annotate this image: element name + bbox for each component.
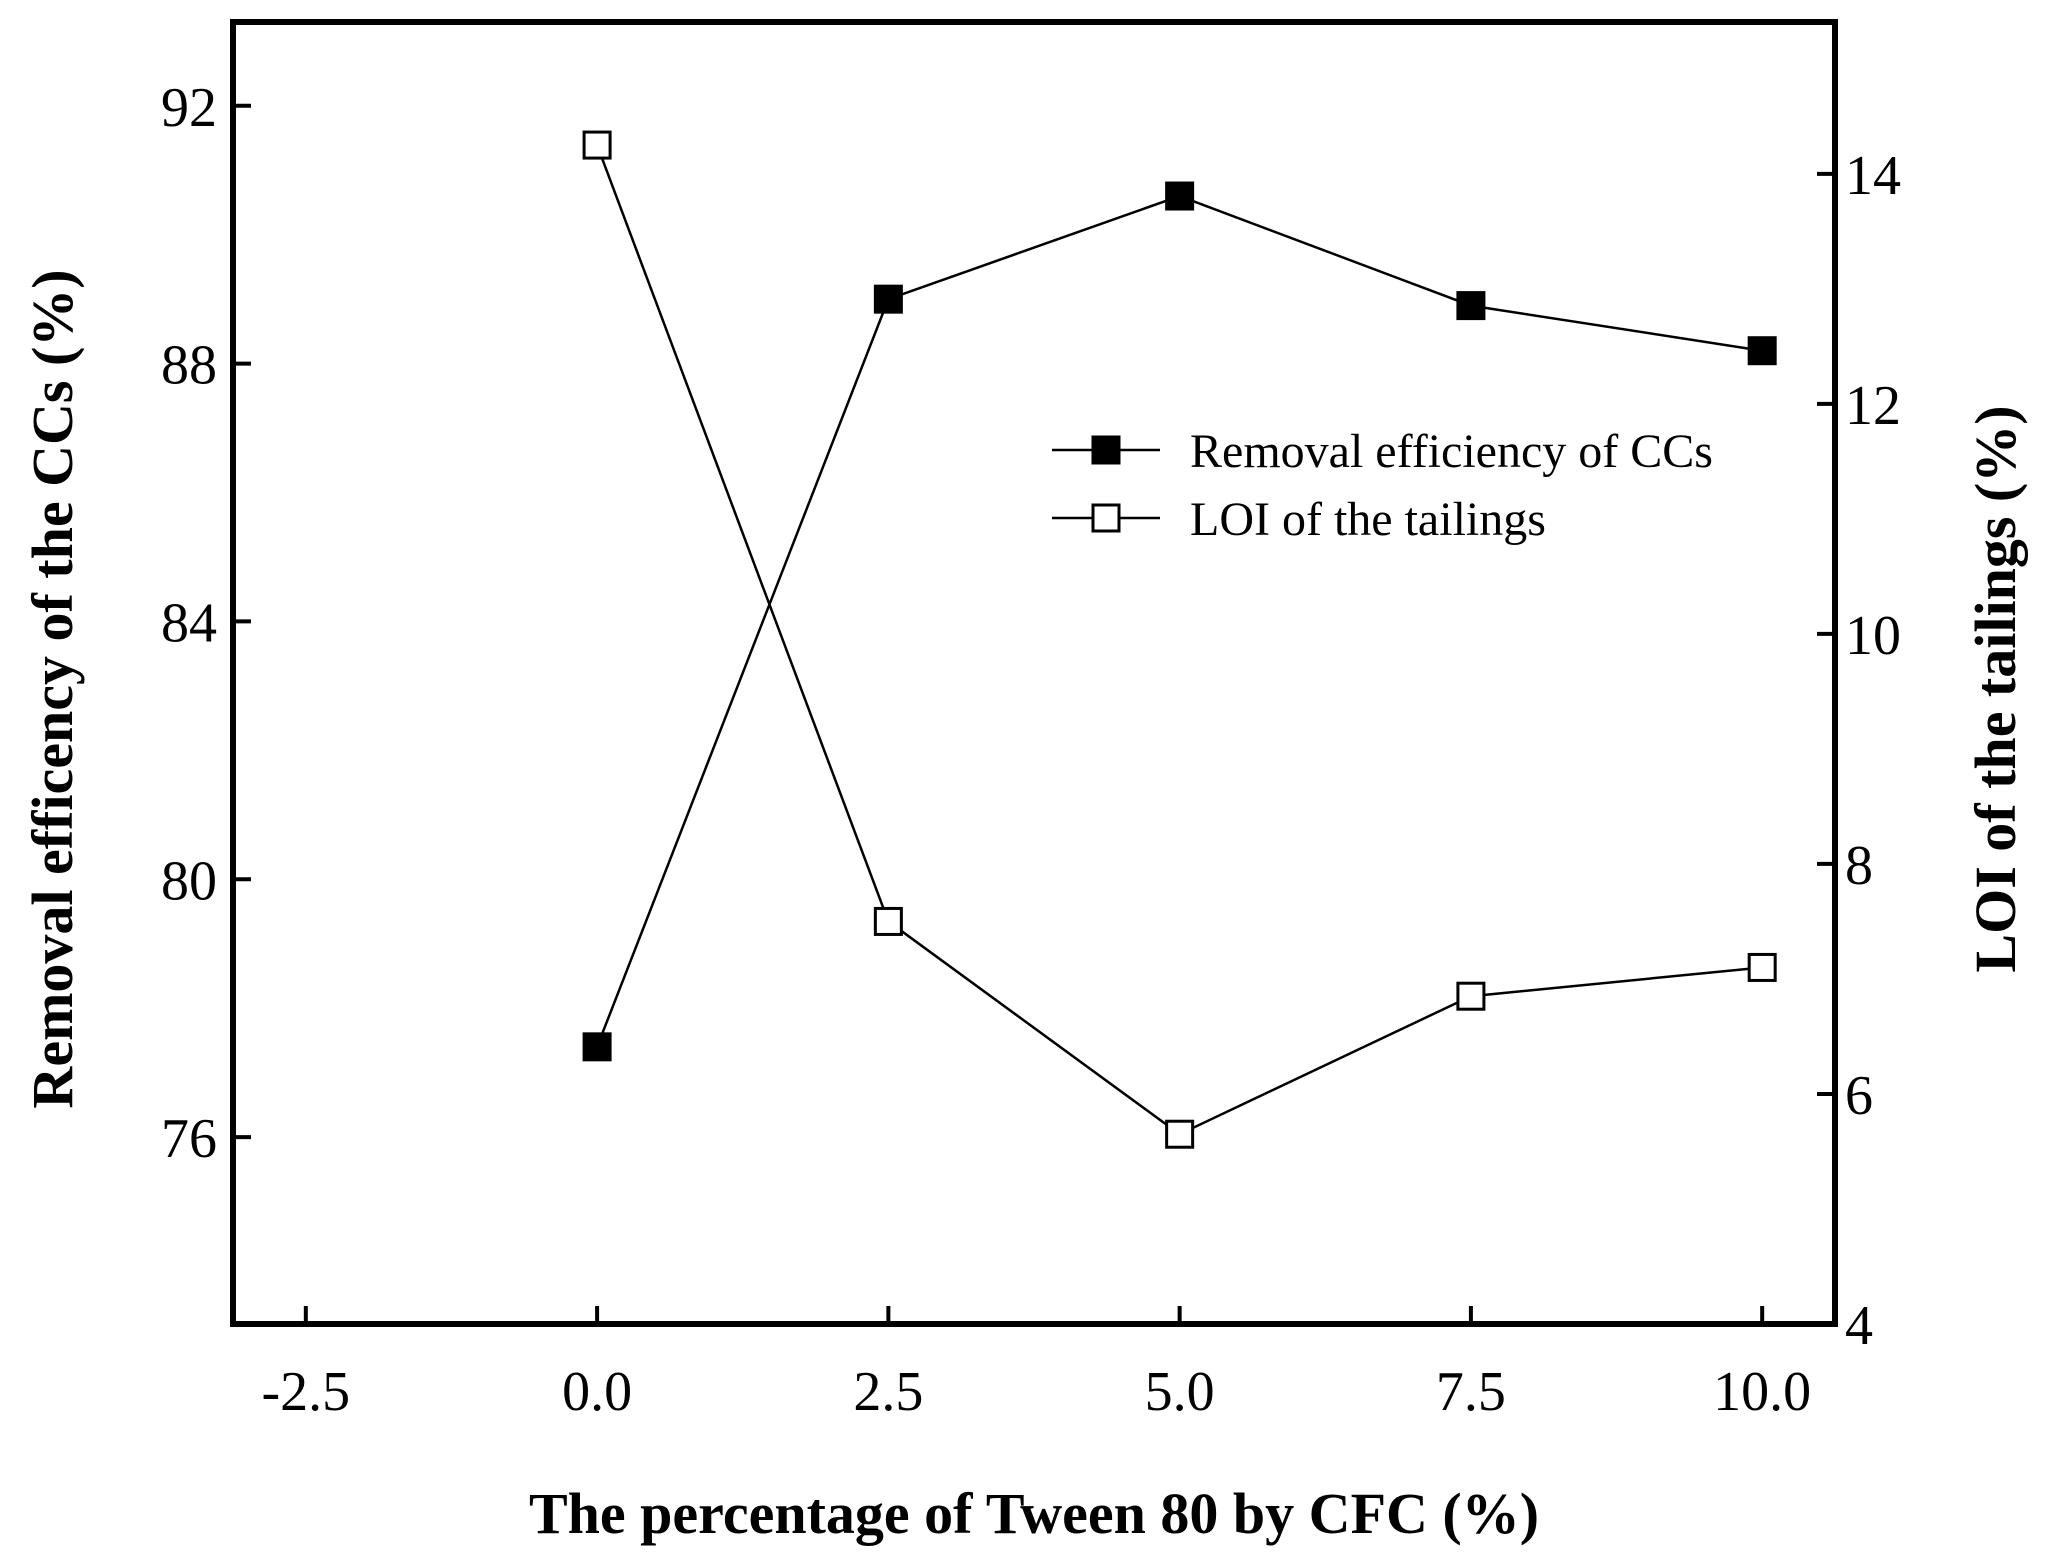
y-left-tick-label: 76 bbox=[161, 1108, 217, 1170]
x-axis-title: The percentage of Tween 80 by CFC (%) bbox=[529, 1481, 1539, 1546]
data-point bbox=[873, 284, 903, 314]
y-right-tick-label: 12 bbox=[1845, 375, 1901, 437]
data-point bbox=[1747, 952, 1777, 982]
legend-marker bbox=[1091, 503, 1121, 533]
data-point bbox=[1747, 336, 1777, 366]
y-right-tick-label: 6 bbox=[1845, 1065, 1873, 1127]
data-point bbox=[582, 130, 612, 160]
data-point bbox=[1165, 1119, 1195, 1149]
series-2 bbox=[582, 130, 1777, 1149]
x-tick-label: -2.5 bbox=[261, 1361, 350, 1423]
y-right-axis-title: LOI of the tailings (%) bbox=[1963, 405, 2028, 972]
y-right-tick-label: 14 bbox=[1845, 145, 1901, 207]
x-tick-label: 7.5 bbox=[1436, 1361, 1506, 1423]
legend-marker bbox=[1091, 435, 1121, 465]
y-left-tick-label: 88 bbox=[161, 335, 217, 397]
y-left-axis-title: Removal efficency of the CCs (%) bbox=[20, 269, 85, 1108]
data-point bbox=[1165, 181, 1195, 211]
legend-label: Removal efficiency of CCs bbox=[1190, 425, 1713, 478]
y-left-tick-label: 84 bbox=[161, 592, 217, 654]
data-point bbox=[873, 906, 903, 936]
x-tick-label: 5.0 bbox=[1145, 1361, 1215, 1423]
series-line bbox=[595, 194, 1763, 1048]
x-tick-label: 2.5 bbox=[853, 1361, 923, 1423]
legend-item-1: Removal efficiency of CCs bbox=[1052, 425, 1713, 478]
plot-frame bbox=[230, 19, 1838, 1327]
y-right-tick-label: 4 bbox=[1845, 1295, 1873, 1357]
y-left-tick-label: 80 bbox=[161, 850, 217, 912]
y-left-tick-label: 92 bbox=[161, 77, 217, 139]
x-tick-label: 10.0 bbox=[1713, 1361, 1811, 1423]
y-right-tick-label: 10 bbox=[1845, 605, 1901, 667]
legend-item-2: LOI of the tailings bbox=[1052, 493, 1546, 546]
series-line bbox=[595, 144, 1763, 1136]
series-1 bbox=[582, 181, 1777, 1062]
data-point bbox=[582, 1032, 612, 1062]
data-point bbox=[1456, 291, 1486, 321]
legend-label: LOI of the tailings bbox=[1190, 493, 1546, 546]
data-point bbox=[1456, 981, 1486, 1011]
y-right-tick-label: 8 bbox=[1845, 835, 1873, 897]
x-tick-label: 0.0 bbox=[562, 1361, 632, 1423]
